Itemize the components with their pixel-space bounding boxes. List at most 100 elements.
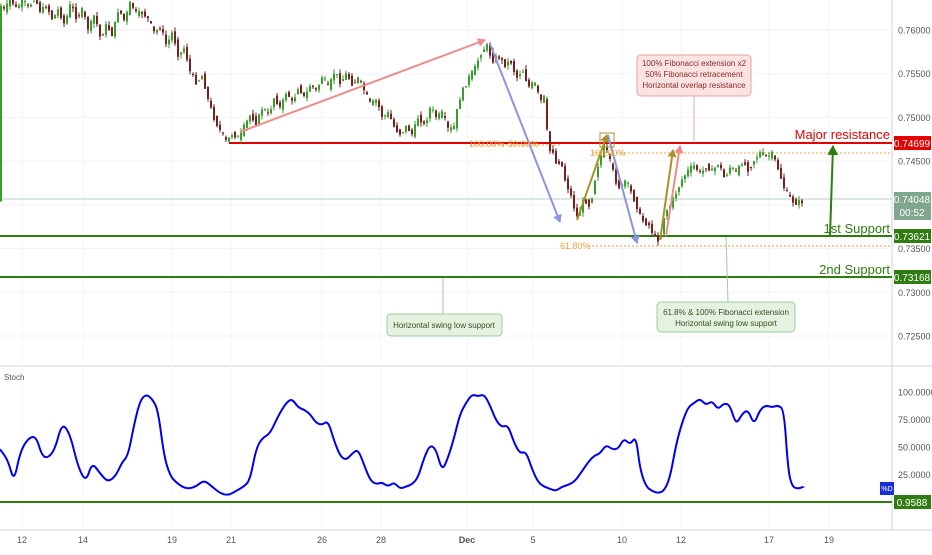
last-price-tag: 0.74048	[894, 195, 931, 206]
resistance-note-line-1: 100% Fibonacci extension x2	[642, 59, 747, 68]
candle-down	[777, 159, 779, 170]
time-tick-label: 5	[530, 535, 535, 545]
candle-down	[72, 6, 74, 9]
candle-down	[525, 69, 527, 82]
candle-down	[135, 9, 137, 12]
stoch-panel: Stoch 100.0000 75.0000 50.0000 25.0000 %D 0…	[0, 373, 932, 509]
candle-up	[465, 86, 467, 88]
second-support-tag-bg	[894, 270, 931, 284]
resistance-note-line-3: Horizontal overlap resistance	[642, 81, 746, 90]
candle-up	[477, 60, 479, 68]
candle-down	[27, 4, 29, 6]
candle-down	[78, 15, 80, 17]
candle-down	[510, 61, 512, 64]
candle-up	[594, 180, 596, 195]
candle-up	[66, 15, 68, 24]
candle-up	[0, 5, 2, 202]
candle-up	[597, 166, 599, 178]
candle-up	[711, 168, 713, 171]
candle-up	[33, 1, 35, 3]
swing-low-callout[interactable]: Horizontal swing low support	[386, 278, 503, 337]
time-tick-label: 19	[167, 535, 177, 545]
candle-down	[99, 24, 101, 37]
candle-down	[435, 110, 437, 118]
stoch-series-tag-bg	[880, 482, 894, 495]
candle-down	[420, 114, 422, 123]
candle-down	[111, 27, 113, 37]
candle-down	[150, 21, 152, 24]
arrow-blue-drop	[489, 43, 562, 223]
candle-up	[468, 75, 470, 85]
candle-down	[153, 26, 155, 32]
candle-up	[126, 11, 128, 22]
first-support-label: 1st Support	[824, 221, 891, 236]
second-support-tag: 0.73168	[894, 273, 931, 284]
candle-down	[300, 85, 302, 94]
candle-up	[258, 114, 260, 125]
candle-up	[129, 1, 131, 16]
candle-up	[753, 161, 755, 165]
candle-down	[3, 7, 5, 9]
candle-up	[384, 115, 386, 117]
candle-down	[87, 17, 89, 30]
candle-down	[315, 88, 317, 90]
candle-up	[690, 165, 692, 173]
candle-up	[24, 1, 26, 3]
fib-support-callout[interactable]: 61.8% & 100% Fibonacci extension Horizon…	[656, 236, 796, 333]
countdown-tag: 00:52	[899, 208, 924, 219]
candle-down	[699, 170, 701, 172]
candle-up	[414, 124, 416, 137]
candle-down	[348, 73, 350, 79]
candle-up	[240, 131, 242, 140]
candle-down	[696, 165, 698, 170]
candle-up	[117, 12, 119, 23]
candle-up	[138, 10, 140, 16]
candle-down	[396, 125, 398, 132]
candle-up	[543, 95, 545, 103]
arrow-green-up[interactable]	[827, 145, 839, 237]
time-axis: 12 14 19 21 26 28 Dec 5 10 12 17 19	[17, 535, 834, 545]
fib-label-d: 61.80%	[560, 241, 591, 251]
candle-up	[693, 165, 695, 169]
candle-down	[12, 0, 14, 4]
candle-up	[198, 80, 200, 82]
candle-down	[165, 34, 167, 45]
candle-down	[801, 200, 803, 204]
candle-down	[123, 13, 125, 21]
candle-up	[306, 91, 308, 98]
level-labels: Major resistance 1st Support 2nd Support	[795, 127, 891, 277]
stoch-series-tag: %D	[881, 486, 892, 493]
candle-up	[798, 200, 800, 205]
candle-down	[360, 80, 362, 82]
candle-up	[681, 179, 683, 187]
resistance-callout[interactable]: 100% Fibonacci extension x2 50% Fibonacc…	[636, 54, 752, 141]
candle-up	[462, 87, 464, 101]
candle-down	[645, 218, 647, 226]
candle-up	[438, 113, 440, 119]
candle-down	[444, 116, 446, 118]
candle-down	[723, 169, 725, 178]
candle-up	[441, 111, 443, 118]
candle-up	[432, 109, 434, 111]
candle-down	[423, 121, 425, 124]
fib-label-c: 100.00%	[590, 148, 626, 158]
candle-down	[783, 177, 785, 189]
price-axis: 0.760000.755000.750000.745000.740000.735…	[898, 26, 931, 342]
candle-up	[270, 109, 272, 114]
candle-down	[573, 194, 575, 209]
candle-up	[591, 198, 593, 203]
candle-down	[369, 98, 371, 102]
candle-down	[504, 58, 506, 67]
candle-down	[498, 56, 500, 59]
candle-up	[741, 164, 743, 166]
candle-up	[405, 125, 407, 132]
candle-up	[330, 79, 332, 90]
candle-up	[294, 97, 296, 102]
first-support-tag-bg	[894, 229, 931, 243]
candle-down	[618, 179, 620, 189]
candle-down	[144, 11, 146, 17]
candle-up	[486, 44, 488, 51]
candle-down	[174, 31, 176, 44]
candle-down	[36, 0, 38, 4]
